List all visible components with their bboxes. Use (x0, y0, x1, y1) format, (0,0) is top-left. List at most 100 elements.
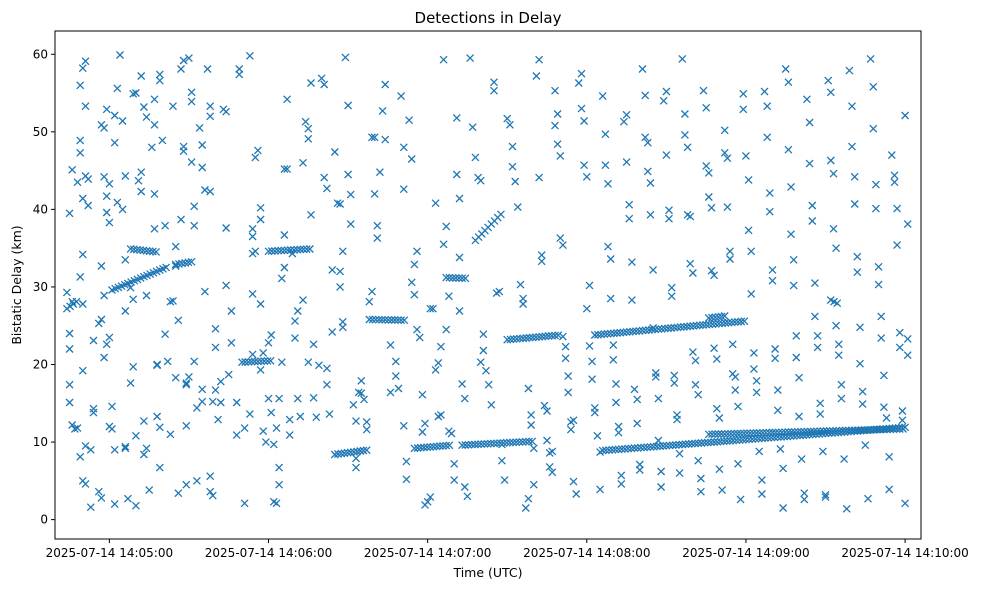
data-point (190, 221, 199, 230)
data-point (200, 287, 209, 296)
data-point (879, 403, 888, 412)
data-point (816, 427, 825, 436)
y-tick-label: 20 (33, 357, 48, 371)
data-point (687, 439, 696, 448)
data-point (100, 291, 109, 300)
data-point (285, 415, 294, 424)
data-point (222, 107, 231, 116)
data-point (651, 372, 660, 381)
data-point (340, 449, 349, 458)
data-point (518, 437, 527, 446)
data-point (662, 441, 671, 450)
data-point (190, 202, 199, 211)
data-point (182, 379, 191, 388)
data-point (848, 142, 856, 151)
data-point (522, 334, 531, 342)
data-point (609, 355, 618, 364)
data-point (163, 357, 172, 366)
data-point (359, 446, 368, 455)
data-point (432, 442, 441, 451)
data-point (436, 342, 445, 351)
data-point (337, 449, 346, 458)
data-point (585, 281, 594, 290)
data-point (887, 151, 896, 160)
data-point (426, 304, 435, 313)
data-point (845, 66, 854, 75)
data-point (771, 345, 780, 353)
data-point (86, 503, 95, 512)
data-point (250, 357, 259, 366)
data-point (150, 120, 159, 129)
data-point (527, 421, 536, 429)
data-point (858, 387, 867, 396)
data-point (850, 200, 859, 208)
data-point (187, 257, 196, 266)
data-point (280, 246, 289, 255)
data-point (410, 290, 419, 299)
data-point (470, 440, 479, 449)
data-point (264, 247, 273, 256)
data-point (662, 151, 671, 160)
data-point (455, 274, 463, 283)
data-point (543, 436, 551, 445)
data-point (569, 416, 578, 425)
data-point (629, 327, 637, 336)
data-point (158, 136, 167, 145)
data-point (879, 371, 888, 380)
data-point (245, 51, 254, 60)
data-point (580, 161, 589, 170)
data-point (858, 400, 867, 409)
data-point (554, 331, 563, 340)
data-point (519, 334, 528, 343)
data-point (317, 74, 326, 83)
data-point (633, 443, 642, 452)
data-point (556, 234, 565, 243)
data-point (251, 247, 260, 256)
data-point (802, 95, 811, 104)
data-point (206, 187, 215, 196)
data-point (532, 72, 541, 80)
data-point (259, 427, 268, 436)
data-point (874, 280, 883, 289)
data-point (171, 260, 180, 269)
data-point (699, 86, 708, 95)
data-point (613, 329, 621, 337)
data-point (625, 200, 634, 209)
data-point (121, 444, 130, 453)
data-point (174, 316, 183, 325)
data-point (139, 417, 148, 426)
data-point (822, 427, 831, 435)
data-point (198, 141, 207, 149)
data-point (370, 189, 379, 198)
data-point (65, 398, 74, 407)
data-point (899, 424, 907, 433)
data-point (715, 414, 724, 422)
data-point (784, 78, 793, 87)
data-point (70, 424, 79, 433)
data-point (368, 315, 377, 324)
data-point (704, 168, 713, 177)
data-point (423, 443, 432, 452)
data-point (670, 323, 679, 332)
data-point (691, 439, 699, 448)
data-point (76, 452, 85, 461)
data-point (179, 147, 188, 156)
data-point (646, 442, 655, 451)
data-point (648, 325, 656, 334)
data-point (435, 442, 444, 451)
data-point (792, 331, 801, 340)
data-point (864, 494, 872, 503)
data-point (129, 362, 138, 371)
data-point (603, 329, 612, 338)
data-point (755, 447, 764, 456)
data-point (776, 445, 785, 453)
data-point (509, 438, 518, 447)
data-point (216, 377, 225, 386)
data-point (572, 490, 581, 498)
data-point (78, 64, 87, 73)
data-point (800, 427, 809, 436)
data-point (686, 259, 695, 268)
data-point (826, 88, 835, 97)
data-point (178, 259, 186, 268)
data-point (728, 340, 737, 349)
